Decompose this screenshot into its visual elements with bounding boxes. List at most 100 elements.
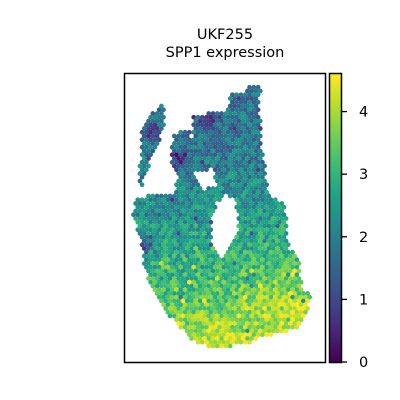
spot xyxy=(236,201,242,206)
spot xyxy=(171,261,177,266)
spot xyxy=(146,126,151,131)
spot xyxy=(165,242,171,248)
spot xyxy=(275,246,280,251)
spot xyxy=(270,298,276,304)
spot xyxy=(141,223,147,229)
spot xyxy=(273,212,278,218)
spot xyxy=(232,96,237,101)
spot xyxy=(290,264,295,270)
spot xyxy=(223,178,229,184)
spot xyxy=(242,204,248,210)
spot xyxy=(266,291,272,296)
spot xyxy=(268,279,274,285)
spot xyxy=(208,219,214,225)
spot xyxy=(193,193,199,199)
spot xyxy=(146,148,151,154)
spot xyxy=(255,99,261,105)
spot xyxy=(165,264,171,270)
spot xyxy=(270,261,276,266)
spot xyxy=(182,287,188,293)
spot xyxy=(253,163,259,169)
spot xyxy=(146,253,151,259)
spot xyxy=(182,212,188,218)
spot xyxy=(234,234,239,240)
spot xyxy=(156,227,162,233)
spot xyxy=(178,137,184,143)
spot xyxy=(152,227,158,233)
spot xyxy=(225,182,231,188)
spot xyxy=(204,264,209,270)
spot xyxy=(182,182,188,188)
spot xyxy=(236,118,242,124)
spot xyxy=(182,249,188,255)
spot xyxy=(187,197,192,203)
spot xyxy=(161,114,166,120)
spot xyxy=(247,309,252,315)
spot xyxy=(260,309,265,315)
spot xyxy=(191,114,196,120)
spot xyxy=(163,201,169,206)
spot xyxy=(240,321,246,326)
spot xyxy=(197,268,203,274)
spot xyxy=(236,268,242,274)
spot xyxy=(193,118,199,124)
spot xyxy=(193,156,199,161)
spot xyxy=(253,103,259,109)
spot xyxy=(154,141,160,146)
spot xyxy=(202,291,207,296)
spot xyxy=(212,129,218,135)
spot xyxy=(208,249,214,255)
spot xyxy=(189,283,194,289)
spot xyxy=(189,321,194,326)
spot xyxy=(245,223,250,229)
spot xyxy=(253,208,259,214)
spot xyxy=(178,242,184,248)
spot xyxy=(169,257,175,263)
spot xyxy=(150,283,156,289)
spot xyxy=(180,321,186,326)
spot xyxy=(219,156,224,161)
spot xyxy=(139,174,145,180)
spot xyxy=(234,264,239,270)
spot xyxy=(230,324,235,330)
spot xyxy=(247,279,252,285)
spot xyxy=(195,294,201,300)
colorbar-tick-label: 1 xyxy=(359,292,368,308)
spot xyxy=(238,99,244,105)
spot xyxy=(281,219,287,225)
spot xyxy=(223,253,229,259)
spot xyxy=(277,324,282,330)
spot xyxy=(171,148,177,154)
spot xyxy=(174,279,179,285)
spot xyxy=(161,197,166,203)
spot xyxy=(245,276,250,281)
spot xyxy=(197,133,203,139)
spot xyxy=(159,253,164,259)
spot xyxy=(255,219,261,225)
spot xyxy=(223,336,229,341)
spot xyxy=(184,253,190,259)
spot xyxy=(184,291,190,296)
spot xyxy=(230,287,235,293)
spot xyxy=(210,156,216,161)
spot xyxy=(300,291,306,296)
spot xyxy=(214,163,220,169)
spot xyxy=(193,126,199,131)
spot xyxy=(234,174,239,180)
spot xyxy=(234,242,239,248)
spot xyxy=(178,212,184,218)
spot xyxy=(277,204,282,210)
spot xyxy=(204,144,209,150)
spot xyxy=(163,276,169,281)
spot xyxy=(255,84,261,90)
spot xyxy=(227,313,233,319)
spot xyxy=(240,291,246,296)
spot xyxy=(238,159,244,165)
spot xyxy=(268,234,274,240)
spot xyxy=(230,159,235,165)
spot xyxy=(214,253,220,259)
spot xyxy=(247,92,252,98)
spot xyxy=(281,257,287,263)
spot xyxy=(152,219,158,225)
spot xyxy=(174,302,179,308)
